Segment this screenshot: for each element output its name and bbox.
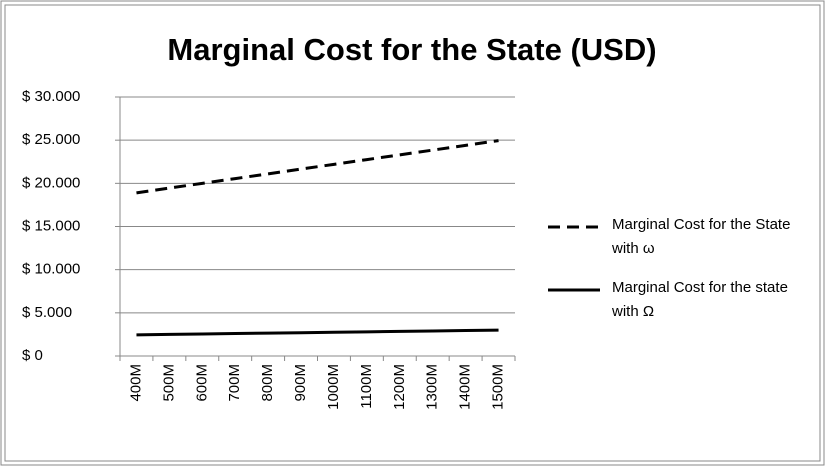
y-tick-label: $ 25.000 <box>22 131 80 148</box>
x-tick-label: 700M <box>226 364 243 402</box>
x-tick-label: 800M <box>259 364 276 402</box>
x-tick-label: 500M <box>160 364 177 402</box>
legend-item: Marginal Cost for the State with ω <box>612 216 791 257</box>
y-tick-label: $ 5.000 <box>22 304 72 321</box>
x-tick-label: 1300M <box>424 364 441 410</box>
x-tick-label: 1100M <box>358 364 375 409</box>
series-line <box>136 328 499 337</box>
y-tick-label: $ 20.000 <box>22 174 80 191</box>
series-line <box>136 139 499 195</box>
x-tick-label: 1400M <box>457 364 474 410</box>
x-tick-label: 1500M <box>490 364 507 410</box>
x-tick-label: 900M <box>292 364 309 402</box>
x-tick-label: 1200M <box>391 364 408 410</box>
inner-border <box>4 4 821 462</box>
x-tick-label: 1000M <box>325 364 342 410</box>
legend-label: Marginal Cost for the state with Ω <box>612 279 788 320</box>
y-tick-label: $ 15.000 <box>22 217 80 234</box>
y-tick-label: $ 30.000 <box>22 88 80 105</box>
legend-label: Marginal Cost for the State with ω <box>612 216 791 257</box>
y-tick-label: $ 10.000 <box>22 261 80 278</box>
legend-item: Marginal Cost for the state with Ω <box>612 279 788 320</box>
x-tick-label: 400M <box>127 364 144 402</box>
y-tick-label: $ 0 <box>22 347 43 364</box>
x-tick-label: 600M <box>193 364 210 402</box>
chart-title: Marginal Cost for the State (USD) <box>167 32 656 67</box>
